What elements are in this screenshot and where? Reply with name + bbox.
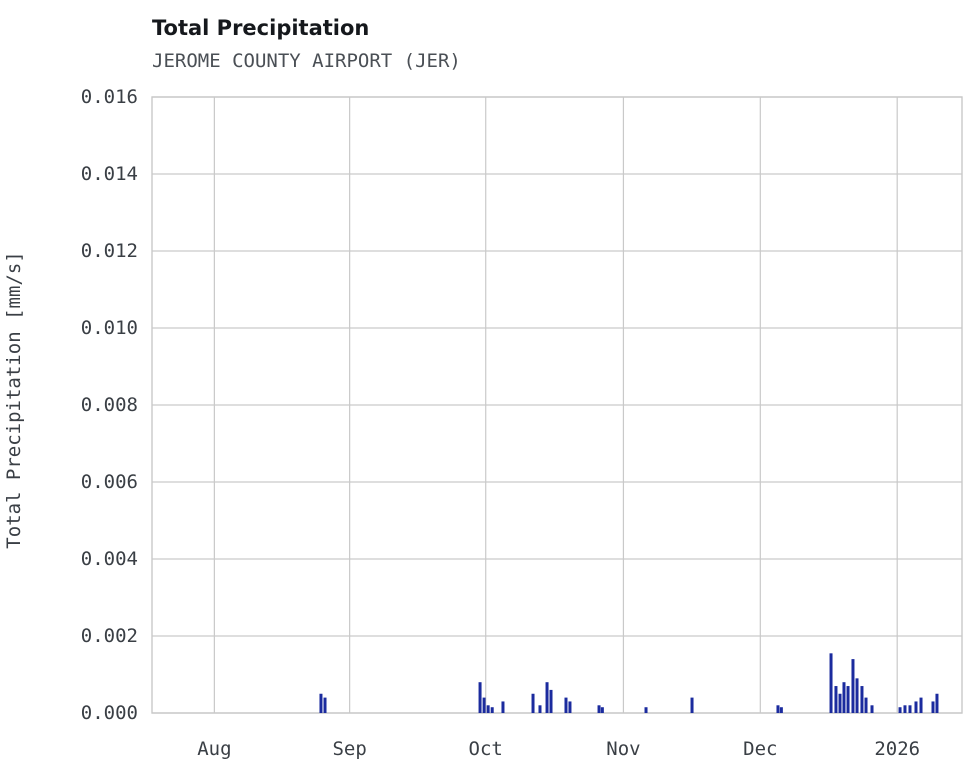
precipitation-bar: [690, 697, 694, 713]
x-tick-label: Dec: [743, 738, 777, 760]
precipitation-bar: [538, 705, 542, 713]
precipitation-bar: [846, 686, 850, 713]
precipitation-bar: [564, 697, 568, 713]
y-tick-label: 0.002: [81, 625, 138, 647]
y-tick-label: 0.004: [81, 548, 138, 570]
precipitation-bar: [776, 705, 780, 713]
precipitation-bar: [486, 705, 490, 713]
precipitation-bar: [864, 697, 868, 713]
precipitation-bar: [829, 653, 833, 713]
y-tick-label: 0.016: [81, 86, 138, 108]
precipitation-bar: [597, 705, 601, 713]
x-tick-label: Oct: [469, 738, 503, 760]
y-tick-label: 0.010: [81, 317, 138, 339]
precipitation-bar: [549, 689, 553, 713]
precipitation-bar: [919, 697, 923, 713]
y-tick-label: 0.014: [81, 163, 138, 185]
chart-subtitle: JEROME COUNTY AIRPORT (JER): [152, 50, 461, 72]
chart-title: Total Precipitation: [152, 16, 370, 40]
precipitation-bar: [478, 682, 482, 713]
precipitation-bar: [851, 659, 855, 713]
y-tick-label: 0.008: [81, 394, 138, 416]
precipitation-bar: [898, 707, 902, 713]
precipitation-bar: [501, 701, 505, 713]
precipitation-bar: [931, 701, 935, 713]
y-tick-label: 0.000: [81, 702, 138, 724]
precipitation-bar: [531, 693, 535, 713]
y-tick-label: 0.012: [81, 240, 138, 262]
precipitation-bar: [779, 707, 783, 713]
precipitation-bar: [482, 697, 486, 713]
x-tick-label: Sep: [332, 738, 366, 760]
precipitation-bar: [490, 707, 494, 713]
precipitation-bar: [860, 686, 864, 713]
precipitation-bar: [319, 693, 323, 713]
precipitation-bar: [838, 693, 842, 713]
precipitation-bar: [644, 707, 648, 713]
precipitation-bar: [908, 705, 912, 713]
x-tick-label: 2026: [874, 738, 920, 760]
x-tick-label: Aug: [197, 738, 231, 760]
precipitation-bar: [568, 701, 572, 713]
precipitation-bar: [834, 686, 838, 713]
plot-border: [151, 96, 963, 714]
x-tick-label: Nov: [606, 738, 640, 760]
precipitation-bar: [545, 682, 549, 713]
precipitation-bar: [914, 701, 918, 713]
precipitation-bar: [903, 705, 907, 713]
precipitation-bar: [870, 705, 874, 713]
precipitation-bar: [935, 693, 939, 713]
precipitation-bar: [842, 682, 846, 713]
precipitation-bar: [855, 678, 859, 713]
precipitation-bar: [600, 707, 604, 713]
y-tick-label: 0.006: [81, 471, 138, 493]
precipitation-bar: [323, 697, 327, 713]
